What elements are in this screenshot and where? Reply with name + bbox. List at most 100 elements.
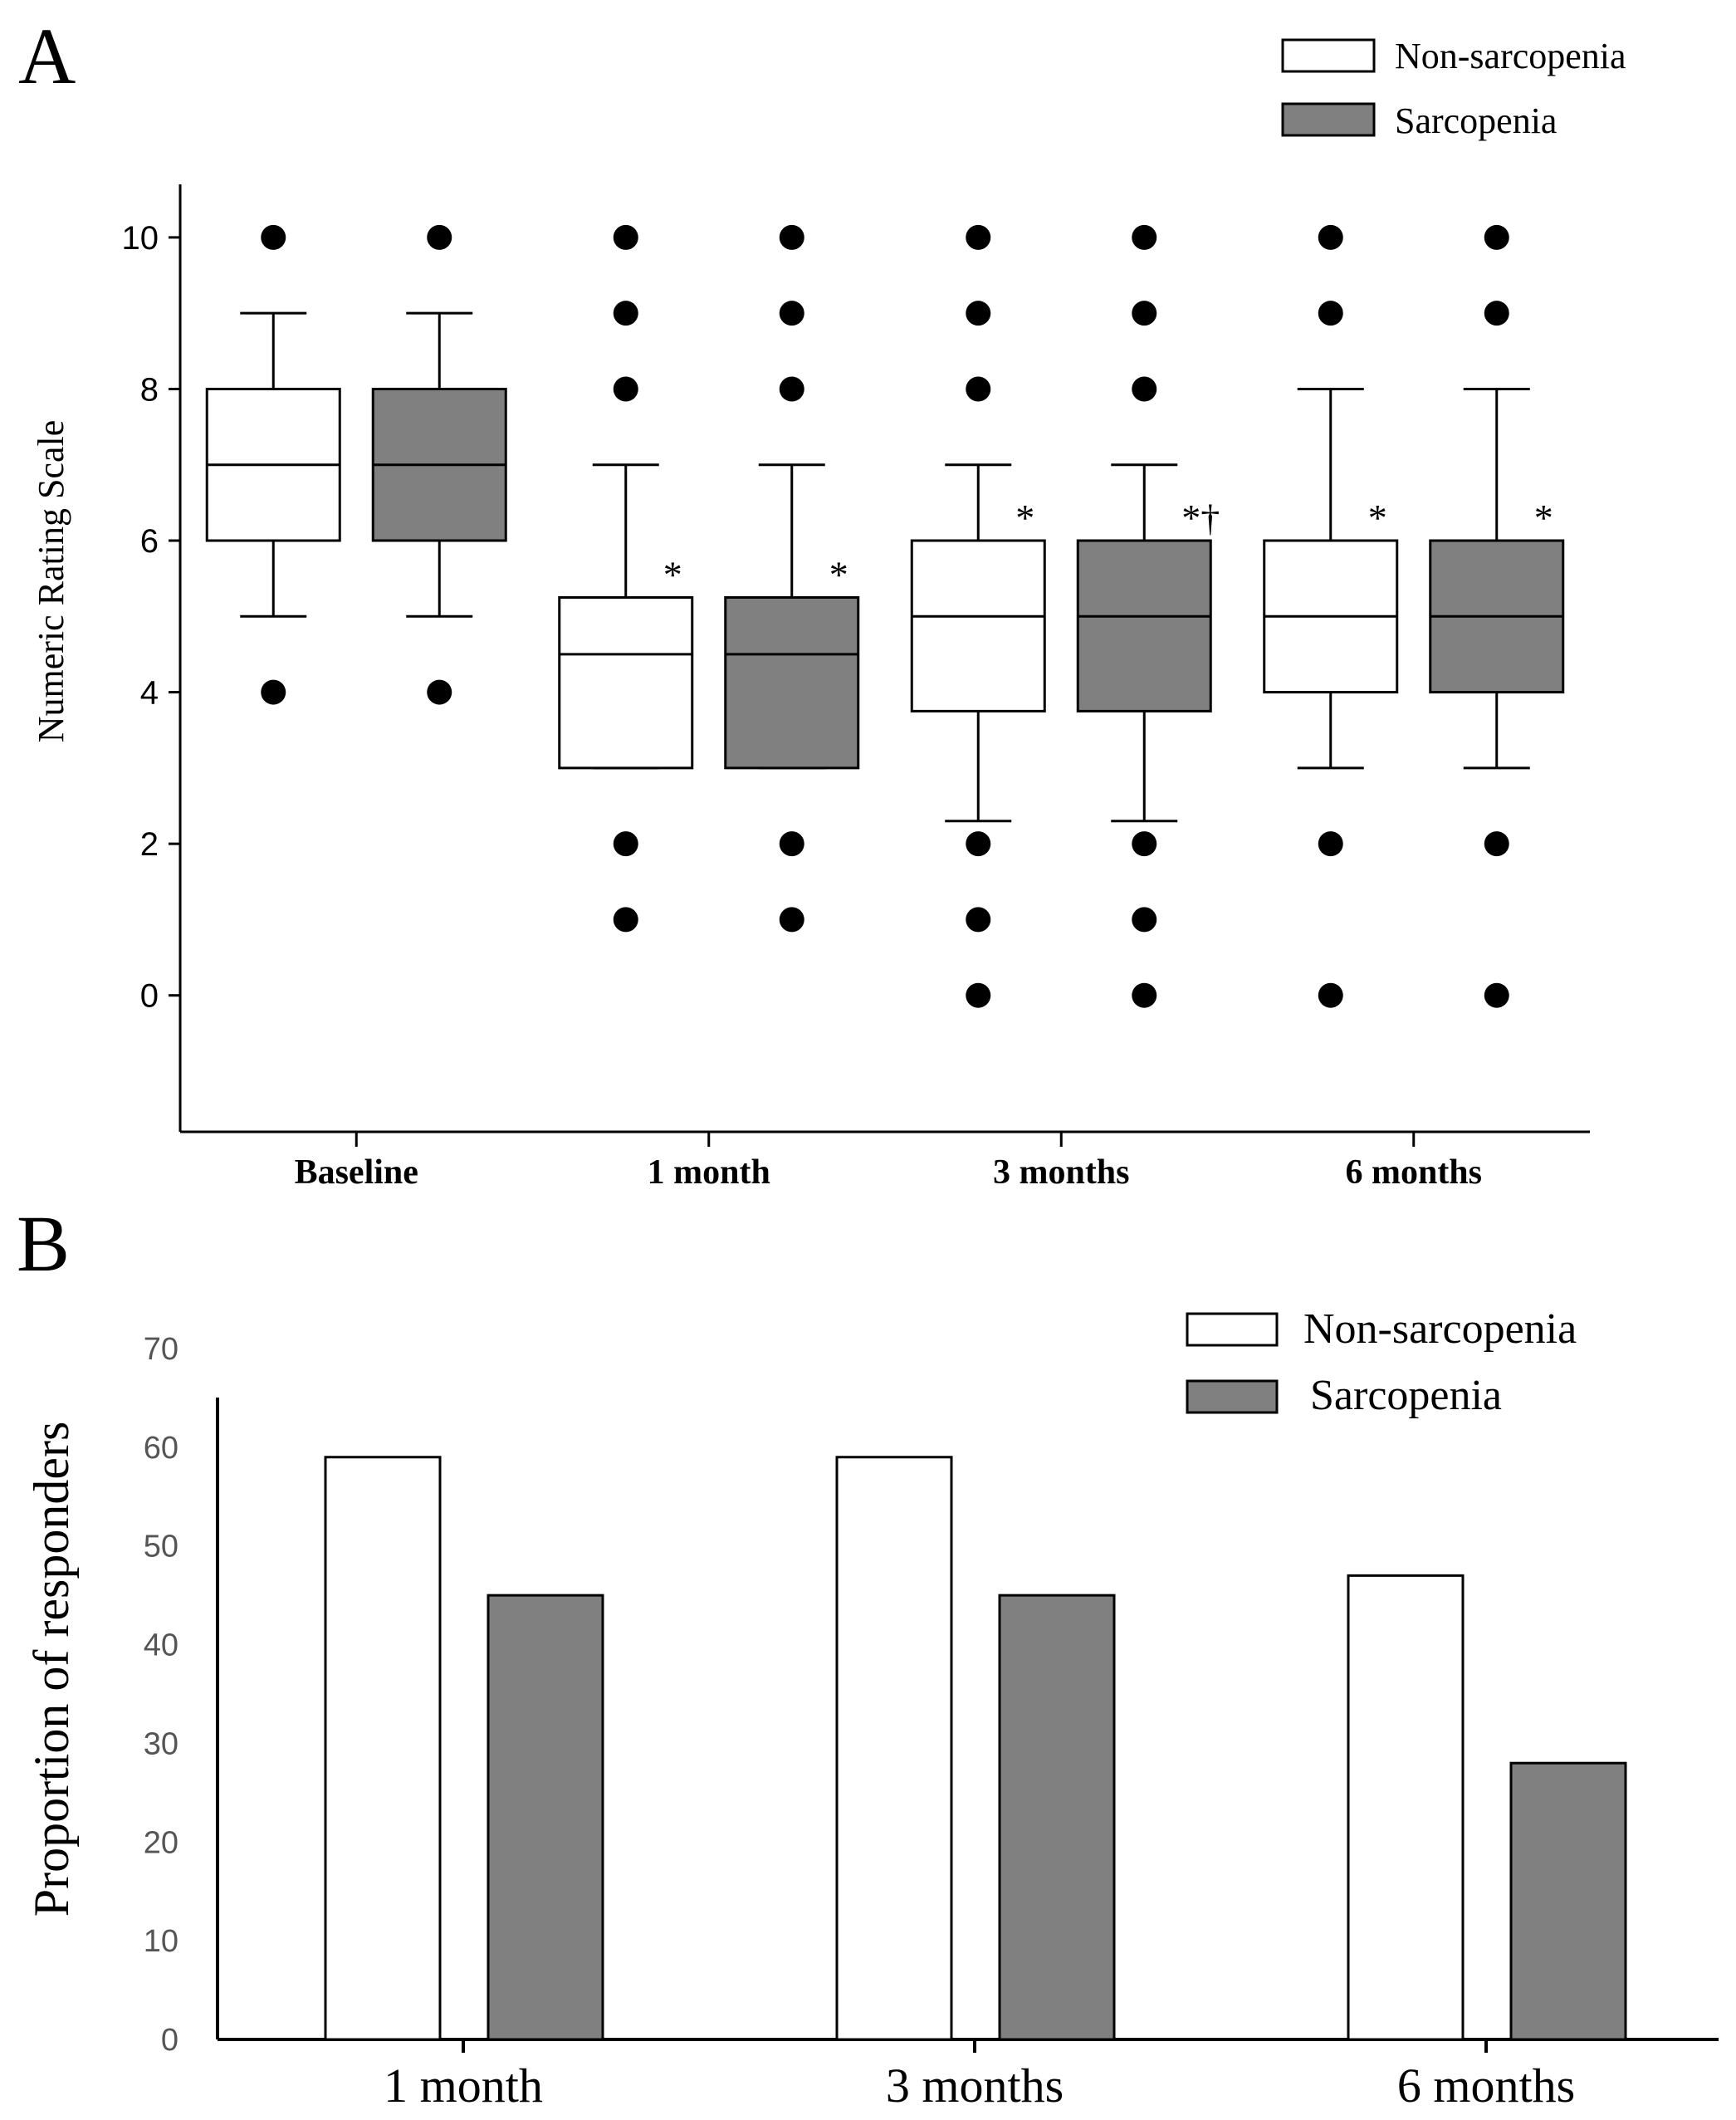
box-outlier-point xyxy=(779,301,804,326)
panel-a-legend: Non-sarcopenia Sarcopenia xyxy=(1281,36,1626,141)
box-iqr xyxy=(1076,539,1212,712)
legend-b-label-non-sarcopenia: Non-sarcopenia xyxy=(1303,1305,1577,1353)
legend-b-label-sarcopenia: Sarcopenia xyxy=(1310,1372,1502,1419)
box-outlier-point xyxy=(1132,982,1157,1008)
box-sarcopenia-6-months: * xyxy=(1429,224,1565,1008)
box-significance-label: * xyxy=(829,553,848,595)
box-outlier-point xyxy=(261,679,286,705)
box-significance-label: * xyxy=(1015,497,1034,539)
legend-b-swatch-non-sarcopenia xyxy=(1186,1312,1279,1347)
box-outlier-point xyxy=(966,224,991,250)
box-outlier-point xyxy=(966,301,991,326)
panel-b-y-tick-label: 30 xyxy=(144,1726,178,1761)
bar-non-sarcopenia-6-months xyxy=(1347,1574,1465,2041)
box-outlier-point xyxy=(613,376,638,402)
box-outlier-point xyxy=(966,376,991,402)
box-non-sarcopenia-1-month: * xyxy=(558,224,694,933)
box-outlier-point xyxy=(1132,907,1157,933)
box-outlier-point xyxy=(1318,831,1343,857)
box-significance-label: * xyxy=(1534,497,1553,539)
panel-a: A 0 2 4 6 8 10 Baseline 1 month 3 months 6 months… xyxy=(18,12,1626,1192)
panel-b-axes: 0 10 20 30 40 50 60 70 1 month 3 months 6 months xyxy=(144,1332,1719,2113)
panel-a-x-tick-label: 1 month xyxy=(648,1153,770,1192)
panel-b-y-axis-label: Proportion of responders xyxy=(24,1422,79,1917)
box-outlier-point xyxy=(1484,301,1509,326)
legend-a-label-sarcopenia: Sarcopenia xyxy=(1395,100,1557,141)
panel-b-bars xyxy=(324,1456,1627,2041)
panel-b-y-tick-label: 60 xyxy=(144,1431,178,1466)
box-outlier-point xyxy=(1484,224,1509,250)
panel-a-letter: A xyxy=(18,12,76,100)
legend-a-swatch-non-sarcopenia xyxy=(1281,38,1376,73)
box-outlier-point xyxy=(1318,224,1343,250)
box-non-sarcopenia-3-months: * xyxy=(910,224,1046,1008)
panel-b-y-tick-label: 0 xyxy=(161,2023,178,2058)
box-outlier-point xyxy=(1484,982,1509,1008)
box-outlier-point xyxy=(261,224,286,250)
box-iqr xyxy=(724,595,860,770)
panel-b-x-tick-label: 1 month xyxy=(384,2059,543,2113)
box-sarcopenia-3-months: *† xyxy=(1076,224,1220,1008)
bar-sarcopenia-3-months xyxy=(998,1594,1116,2041)
panel-a-y-axis-label: Numeric Rating Scale xyxy=(31,420,71,743)
box-sarcopenia-baseline xyxy=(371,224,507,705)
box-outlier-point xyxy=(1318,301,1343,326)
box-outlier-point xyxy=(1484,831,1509,857)
box-iqr xyxy=(910,539,1046,712)
box-outlier-point xyxy=(427,679,452,705)
panel-b-x-tick-label: 6 months xyxy=(1397,2059,1575,2113)
panel-b-y-tick-label: 50 xyxy=(144,1530,178,1564)
box-significance-label: *† xyxy=(1181,497,1220,539)
panel-a-axes: 0 2 4 6 8 10 Baseline 1 month 3 months 6 months xyxy=(122,184,1590,1192)
box-non-sarcopenia-baseline xyxy=(205,224,341,705)
box-significance-label: * xyxy=(1368,497,1387,539)
bar-non-sarcopenia-1-month xyxy=(324,1456,442,2041)
bar-sarcopenia-6-months xyxy=(1509,1761,1627,2041)
panel-b-y-tick-label: 70 xyxy=(144,1332,178,1367)
panel-a-y-tick-label: 10 xyxy=(122,220,159,257)
box-outlier-point xyxy=(966,907,991,933)
box-outlier-point xyxy=(779,831,804,857)
box-outlier-point xyxy=(779,376,804,402)
box-outlier-point xyxy=(1132,831,1157,857)
panel-b-legend: Non-sarcopenia Sarcopenia xyxy=(1186,1305,1577,1419)
panel-b-y-tick-label: 10 xyxy=(144,1924,178,1959)
panel-a-x-tick-label: 3 months xyxy=(993,1153,1130,1192)
panel-a-y-tick-label: 2 xyxy=(140,826,159,863)
box-outlier-point xyxy=(1318,982,1343,1008)
panel-a-y-tick-label: 4 xyxy=(140,675,159,712)
panel-a-y-tick-label: 0 xyxy=(140,978,159,1015)
box-iqr xyxy=(558,595,694,770)
box-outlier-point xyxy=(966,982,991,1008)
bar-non-sarcopenia-3-months xyxy=(835,1456,953,2041)
box-significance-label: * xyxy=(663,553,682,595)
box-outlier-point xyxy=(1132,376,1157,402)
box-outlier-point xyxy=(613,301,638,326)
box-non-sarcopenia-6-months: * xyxy=(1263,224,1399,1008)
panel-b: B 0 10 20 30 40 50 60 70 1 month 3 months 6 months… xyxy=(17,1199,1719,2113)
box-outlier-point xyxy=(613,831,638,857)
box-sarcopenia-1-month: * xyxy=(724,224,860,933)
panel-a-y-tick-label: 6 xyxy=(140,523,159,560)
bar-sarcopenia-1-month xyxy=(487,1594,604,2041)
legend-b-swatch-sarcopenia xyxy=(1186,1379,1279,1414)
box-outlier-point xyxy=(613,907,638,933)
box-outlier-point xyxy=(779,224,804,250)
panel-a-x-tick-label: 6 months xyxy=(1345,1153,1482,1192)
panel-b-y-tick-label: 40 xyxy=(144,1628,178,1663)
box-outlier-point xyxy=(427,224,452,250)
box-outlier-point xyxy=(1132,301,1157,326)
panel-a-y-tick-label: 8 xyxy=(140,371,159,408)
panel-a-x-tick-label: Baseline xyxy=(295,1153,418,1192)
panel-b-x-tick-label: 3 months xyxy=(886,2059,1064,2113)
panel-b-y-tick-label: 20 xyxy=(144,1825,178,1860)
panel-a-boxes: * * * * *† * xyxy=(205,224,1565,1008)
legend-a-swatch-sarcopenia xyxy=(1281,102,1376,137)
box-outlier-point xyxy=(1132,224,1157,250)
legend-a-label-non-sarcopenia: Non-sarcopenia xyxy=(1395,36,1626,76)
panel-b-letter: B xyxy=(17,1199,70,1288)
box-outlier-point xyxy=(779,907,804,933)
box-outlier-point xyxy=(613,224,638,250)
box-outlier-point xyxy=(966,831,991,857)
